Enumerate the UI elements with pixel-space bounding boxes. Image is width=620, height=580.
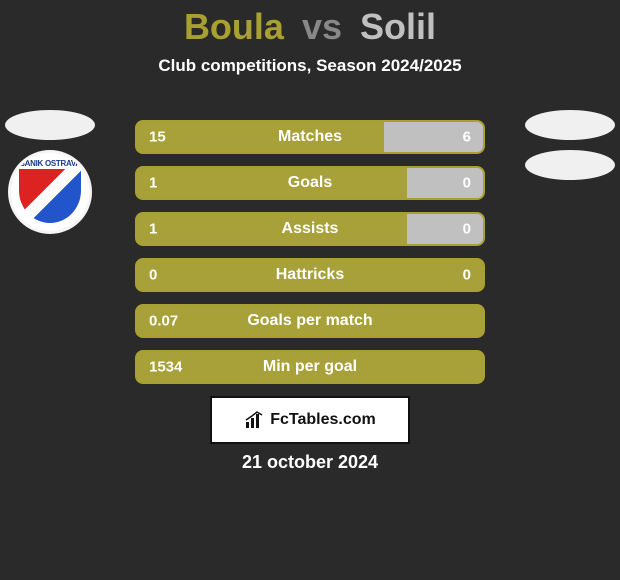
player1-placeholder-icon (5, 110, 95, 140)
stat-bar: 0Hattricks0 (135, 258, 485, 292)
stat-bar: 1Goals0 (135, 166, 485, 200)
stat-value-right: 0 (463, 221, 471, 238)
right-column (520, 110, 620, 310)
player2-club-placeholder-icon (525, 150, 615, 180)
subtitle: Club competitions, Season 2024/2025 (0, 56, 620, 76)
club-badge-icon (8, 150, 92, 234)
comparison-title: Boula vs Solil (0, 0, 620, 48)
stat-label: Min per goal (137, 358, 483, 376)
branding-badge: FcTables.com (210, 396, 410, 444)
stat-bar: 1534Min per goal (135, 350, 485, 384)
stat-bar: 15Matches6 (135, 120, 485, 154)
stat-label: Matches (137, 128, 483, 146)
stat-label: Goals (137, 174, 483, 192)
stat-value-right: 6 (463, 129, 471, 146)
stats-bars: 15Matches61Goals01Assists00Hattricks00.0… (135, 120, 485, 396)
date-text: 21 october 2024 (0, 452, 620, 473)
player1-name: Boula (184, 6, 284, 47)
player2-placeholder-icon (525, 110, 615, 140)
left-column (0, 110, 100, 310)
branding-chart-icon (244, 410, 264, 430)
stat-bar: 0.07Goals per match (135, 304, 485, 338)
stat-label: Assists (137, 220, 483, 238)
player2-name: Solil (360, 6, 436, 47)
stat-label: Goals per match (137, 312, 483, 330)
stat-value-right: 0 (463, 175, 471, 192)
vs-text: vs (302, 6, 342, 47)
branding-text: FcTables.com (270, 411, 376, 429)
stat-label: Hattricks (137, 266, 483, 284)
stat-value-right: 0 (463, 267, 471, 284)
stat-bar: 1Assists0 (135, 212, 485, 246)
